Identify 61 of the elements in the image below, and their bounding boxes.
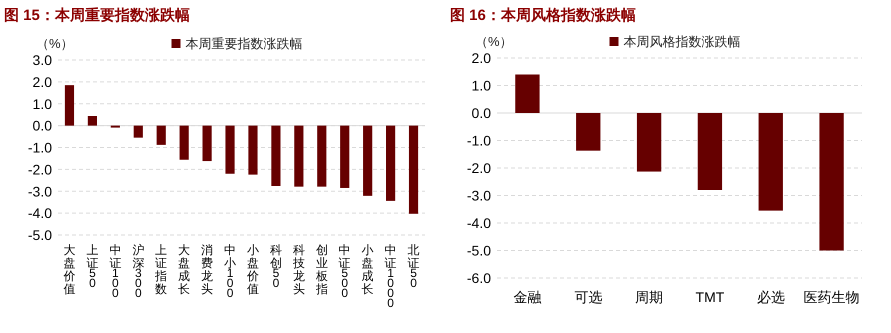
y-tick-label: -5.0: [28, 227, 52, 243]
x-tick-label: 医药生物: [804, 289, 860, 305]
y-tick-label: 0.0: [472, 105, 492, 121]
y-tick-label: -1.0: [28, 140, 52, 156]
chart-title: 图 15：本周重要指数涨跌幅: [4, 7, 190, 24]
x-tick-label: 周期: [635, 289, 664, 305]
legend-label: 本周重要指数涨跌幅: [186, 36, 302, 51]
x-tick-label: 小盘成长: [362, 243, 374, 296]
y-tick-label: 2.0: [32, 74, 52, 90]
bar: [202, 126, 212, 162]
y-tick-label: -3.0: [466, 188, 492, 204]
bar: [294, 126, 304, 187]
y-tick-label: 1.0: [32, 96, 52, 112]
x-tick-label: 科技龙头: [292, 243, 305, 296]
y-tick-label: 2.0: [472, 50, 492, 66]
x-tick-label: 创业板指: [314, 243, 328, 296]
y-tick-label: -6.0: [466, 270, 492, 286]
x-tick-label: 可选: [574, 289, 602, 305]
x-tick-label: 中证100: [109, 243, 122, 300]
y-axis-title: （%）: [475, 34, 513, 49]
bar: [225, 126, 235, 174]
bar: [180, 126, 189, 160]
y-tick-label: -4.0: [28, 205, 52, 222]
x-tick-label: 大盘成长: [178, 243, 190, 296]
bar: [248, 126, 258, 175]
bar: [408, 126, 418, 214]
bar: [156, 126, 166, 145]
y-tick-label: -4.0: [466, 215, 492, 231]
y-tick-label: -2.0: [28, 161, 52, 178]
y-tick-label: 0.0: [32, 118, 52, 134]
bar: [64, 85, 74, 126]
x-tick-label: 上证50: [86, 243, 98, 290]
chart-title: 图 16：本周风格指数涨跌幅: [450, 7, 636, 24]
bar: [317, 126, 326, 187]
x-tick-label: 小盘价值: [246, 243, 259, 296]
bar: [134, 126, 143, 138]
bar: [340, 126, 350, 188]
y-tick-label: -5.0: [466, 242, 492, 258]
y-tick-label: -2.0: [466, 160, 492, 176]
x-tick-label: 中小100: [224, 243, 236, 300]
y-tick-label: 1.0: [472, 78, 492, 94]
bar: [271, 126, 280, 186]
x-tick-label: 沪深300: [132, 243, 144, 300]
x-tick-label: 中证500: [338, 243, 351, 300]
bar: [386, 126, 396, 201]
x-tick-label: 金融: [513, 289, 542, 305]
y-tick-label: 3.0: [32, 52, 52, 68]
x-tick-label: 大盘价值: [62, 243, 76, 296]
y-tick-label: -3.0: [28, 183, 52, 200]
x-tick-label: 消费龙头: [201, 243, 214, 296]
x-tick-label: 上证指数: [154, 243, 168, 296]
x-tick-label: TMT: [696, 289, 725, 305]
x-tick-label: 北证50: [408, 243, 420, 290]
x-tick-label: 中证1000: [384, 243, 397, 310]
y-tick-label: -1.0: [466, 132, 492, 148]
x-tick-label: 必选: [756, 289, 785, 305]
bar: [88, 116, 97, 126]
bar: [363, 126, 372, 196]
y-axis-title: （%）: [36, 36, 74, 51]
legend-label: 本周风格指数涨跌幅: [624, 34, 740, 49]
x-tick-label: 科创50: [270, 243, 282, 290]
